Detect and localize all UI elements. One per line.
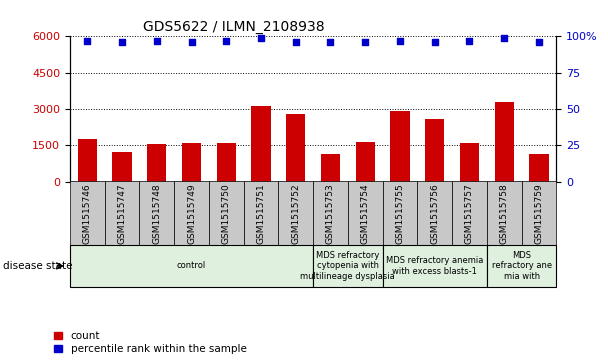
Point — [430, 39, 440, 45]
Bar — [182, 143, 201, 182]
Point — [221, 38, 231, 44]
Bar — [216, 143, 236, 182]
Text: GDS5622 / ILMN_2108938: GDS5622 / ILMN_2108938 — [143, 20, 325, 34]
Point — [83, 38, 92, 44]
Text: GSM1515758: GSM1515758 — [500, 183, 509, 244]
Point — [534, 39, 544, 45]
Point — [256, 35, 266, 41]
Bar — [356, 142, 375, 182]
Point — [326, 39, 336, 45]
Bar — [78, 139, 97, 182]
Text: GSM1515759: GSM1515759 — [534, 183, 544, 244]
Text: disease state: disease state — [3, 261, 72, 271]
Point — [187, 39, 196, 45]
Bar — [460, 143, 479, 182]
Text: MDS refractory anemia
with excess blasts-1: MDS refractory anemia with excess blasts… — [386, 256, 483, 276]
Text: GSM1515748: GSM1515748 — [152, 183, 161, 244]
Bar — [390, 111, 410, 182]
Point — [291, 39, 300, 45]
Point — [465, 38, 474, 44]
Bar — [495, 102, 514, 182]
Text: GSM1515746: GSM1515746 — [83, 183, 92, 244]
Text: GSM1515754: GSM1515754 — [361, 183, 370, 244]
Text: GSM1515756: GSM1515756 — [430, 183, 439, 244]
Text: MDS
refractory ane
mia with: MDS refractory ane mia with — [491, 251, 551, 281]
Legend: count, percentile rank within the sample: count, percentile rank within the sample — [54, 331, 246, 354]
Bar — [321, 154, 340, 182]
Point — [117, 39, 127, 45]
Text: GSM1515750: GSM1515750 — [222, 183, 231, 244]
Text: control: control — [177, 261, 206, 270]
Bar — [252, 106, 271, 182]
Point — [152, 38, 162, 44]
Text: GSM1515752: GSM1515752 — [291, 183, 300, 244]
Text: GSM1515753: GSM1515753 — [326, 183, 335, 244]
Text: GSM1515749: GSM1515749 — [187, 183, 196, 244]
Text: GSM1515755: GSM1515755 — [395, 183, 404, 244]
Text: MDS refractory
cytopenia with
multilineage dysplasia: MDS refractory cytopenia with multilinea… — [300, 251, 395, 281]
Point — [395, 38, 405, 44]
Bar — [530, 154, 548, 182]
Bar — [147, 144, 167, 182]
Text: GSM1515747: GSM1515747 — [117, 183, 126, 244]
Point — [361, 39, 370, 45]
Bar — [112, 152, 131, 182]
Bar — [286, 114, 305, 182]
Point — [499, 35, 509, 41]
Bar — [425, 119, 444, 182]
Text: GSM1515757: GSM1515757 — [465, 183, 474, 244]
Text: GSM1515751: GSM1515751 — [257, 183, 266, 244]
